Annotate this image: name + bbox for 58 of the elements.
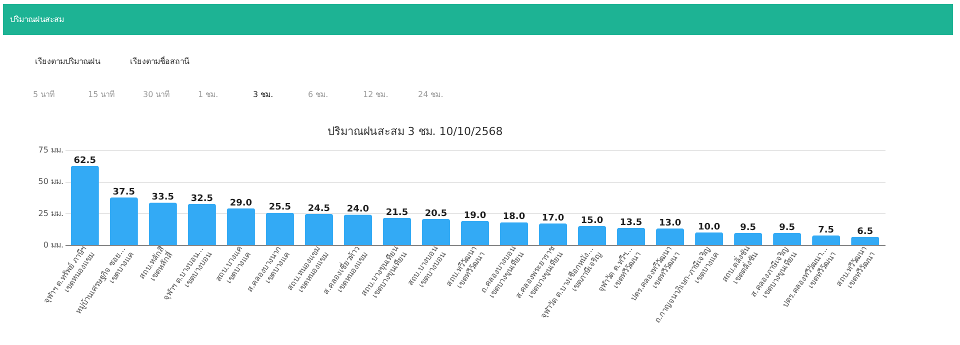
data-label: 20.5 <box>424 209 448 220</box>
data-label: 21.5 <box>386 208 408 218</box>
data-label: 13.0 <box>658 218 682 229</box>
bar <box>110 198 138 245</box>
bar <box>538 223 568 245</box>
text: เรียงตามชื่อสถานี <box>130 55 190 66</box>
data-label: 33.5 <box>152 192 174 203</box>
y-tick-label: 75 มม. <box>38 146 64 154</box>
chart-title: ปริมาณฝนสะสม 3 ชม. 10/10/2568 <box>327 125 503 138</box>
bar <box>382 218 412 245</box>
bar <box>500 222 528 245</box>
bar <box>812 236 840 245</box>
bar <box>226 208 255 245</box>
data-label: 17.0 <box>542 213 564 224</box>
data-label: 24.0 <box>346 204 370 215</box>
y-tick-label: 25 มม. <box>38 208 64 218</box>
bar <box>851 236 880 245</box>
data-label: 7.5 <box>818 226 834 236</box>
y-tick-label: 50 มม. <box>38 177 64 186</box>
data-label: 9.5 <box>779 222 796 233</box>
bar <box>266 212 294 245</box>
text: 24 ชม. <box>418 90 444 99</box>
bar <box>422 219 450 245</box>
bar <box>344 214 372 245</box>
data-label: 32.5 <box>190 194 214 204</box>
text: 12 ชม. <box>363 90 388 99</box>
bar <box>773 232 802 245</box>
text: 5 นาที <box>33 90 55 99</box>
text: ปริมาณฝนสะสม <box>10 15 64 24</box>
bar <box>188 204 216 245</box>
bar <box>734 232 762 245</box>
data-label: 10.0 <box>698 222 720 232</box>
data-label: 13.5 <box>620 218 642 228</box>
text: 1 ชม. <box>198 90 218 99</box>
y-tick-label: 0 มม. <box>43 240 64 250</box>
data-label: 62.5 <box>74 156 96 166</box>
bar <box>617 228 646 245</box>
data-label: 37.5 <box>112 188 136 198</box>
data-label: 25.5 <box>268 202 292 213</box>
text: 3 ชม. <box>253 90 274 99</box>
bar <box>70 166 99 245</box>
bar <box>578 226 606 245</box>
data-label: 29.0 <box>230 198 252 208</box>
data-label: 9.5 <box>740 222 756 233</box>
text: 30 นาที <box>143 90 170 99</box>
data-label: 6.5 <box>857 226 874 237</box>
bar <box>695 232 724 245</box>
data-label: 18.0 <box>502 212 526 222</box>
text: 6 ชม. <box>308 90 328 99</box>
text: เรียงตามปริมาณฝน <box>35 57 101 66</box>
data-label: 24.5 <box>308 204 330 214</box>
text: 15 นาที <box>88 90 115 99</box>
bar <box>656 228 684 245</box>
bar <box>460 220 490 245</box>
bar <box>148 202 177 245</box>
bar <box>304 214 333 245</box>
data-label: 15.0 <box>580 216 604 226</box>
data-label: 19.0 <box>464 210 486 221</box>
